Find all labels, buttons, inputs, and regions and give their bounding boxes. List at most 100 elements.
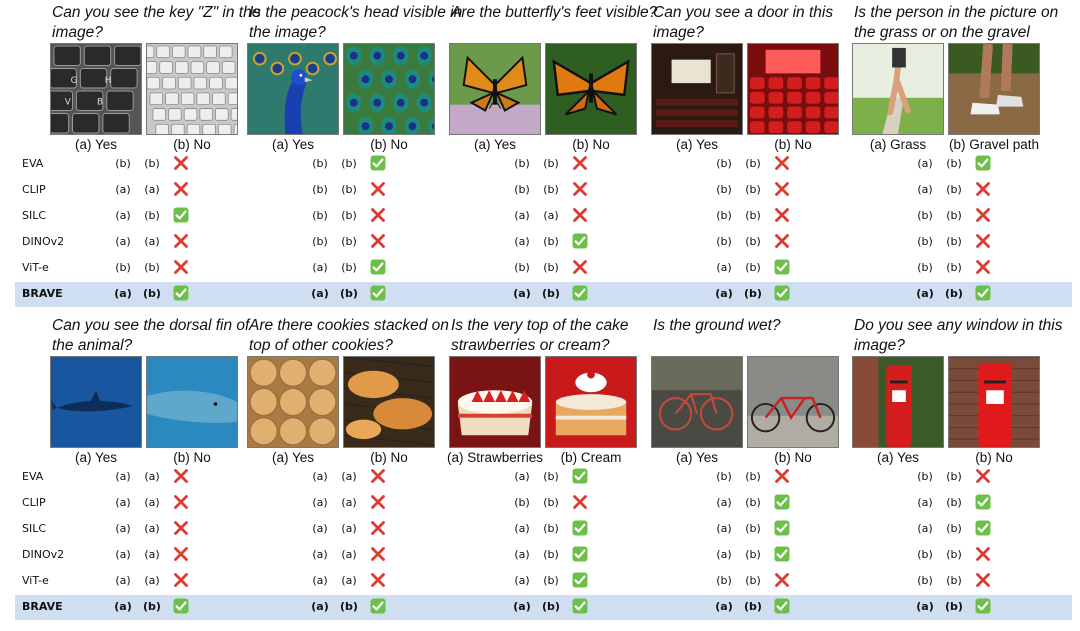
shark-underwater-image	[50, 356, 142, 448]
answer-left: (b)	[917, 209, 933, 222]
check-icon	[774, 598, 790, 614]
answer-right: (a)	[341, 496, 357, 509]
question-text: Is the very top of the cake strawberries…	[451, 317, 629, 354]
answer-right: (b)	[543, 574, 559, 587]
answer-left: (b)	[917, 235, 933, 248]
answer-left: (a)	[917, 157, 933, 170]
answer-left: (b)	[917, 574, 933, 587]
answer-left: (b)	[514, 157, 530, 170]
answer-left: (a)	[513, 287, 531, 300]
model-label: DINOv2	[22, 235, 65, 248]
example-panel: Is the peacock's head visible in the ima…	[247, 0, 462, 310]
check-icon	[774, 285, 790, 301]
answer-left: (b)	[312, 157, 328, 170]
cross-icon	[975, 259, 991, 275]
check-icon	[370, 285, 386, 301]
tandem-bicycle-image	[747, 356, 839, 448]
image-caption: (b) No	[173, 450, 211, 465]
answer-left: (a)	[715, 287, 733, 300]
answer-left: (b)	[312, 235, 328, 248]
postbox-brick-wall-image	[948, 356, 1040, 448]
answer-left: (a)	[514, 235, 530, 248]
answer-left: (b)	[514, 261, 530, 274]
cross-icon	[975, 572, 991, 588]
answer-left: (a)	[312, 261, 328, 274]
figure-section-1: EVA CLIP SILC DINOv2 ViT-e BRAVE Can you see t…	[0, 0, 1080, 313]
answer-right: (b)	[543, 496, 559, 509]
answer-left: (a)	[715, 600, 733, 613]
answer-right: (a)	[144, 235, 160, 248]
answer-left: (b)	[716, 235, 732, 248]
example-panel: Are the butterfly's feet visible? (a) Yes…	[449, 0, 657, 310]
answer-right: (b)	[144, 261, 160, 274]
image-caption: (a) Yes	[473, 137, 517, 152]
check-icon	[370, 155, 386, 171]
image-caption: (a) Yes	[675, 137, 719, 152]
answer-right: (a)	[341, 548, 357, 561]
check-icon	[572, 546, 588, 562]
answer-left: (a)	[514, 522, 530, 535]
answer-right: (b)	[144, 209, 160, 222]
example-panel: Do you see any window in this image? (a) …	[852, 313, 1063, 623]
image-caption: (b) No	[975, 450, 1013, 465]
question-text: Is the peacock's head visible in the ima…	[249, 4, 463, 41]
answer-right: (b)	[945, 600, 963, 613]
question-text: Are the butterfly's feet visible?	[451, 4, 658, 21]
image-caption: (b) No	[774, 137, 812, 152]
answer-right: (a)	[144, 496, 160, 509]
answer-left: (a)	[115, 209, 131, 222]
answer-right: (b)	[946, 470, 962, 483]
check-icon	[572, 520, 588, 536]
answer-right: (b)	[340, 600, 358, 613]
answer-left: (a)	[312, 574, 328, 587]
cross-icon	[975, 233, 991, 249]
svg-text:B: B	[97, 98, 103, 108]
answer-right: (b)	[341, 157, 357, 170]
check-icon	[975, 494, 991, 510]
cross-icon	[370, 546, 386, 562]
answer-left: (a)	[716, 261, 732, 274]
image-caption: (a) Yes	[876, 450, 920, 465]
answer-right: (b)	[341, 183, 357, 196]
image-caption: (a) Yes	[675, 450, 719, 465]
image-caption: (b) No	[173, 137, 211, 152]
bicycle-wet-ground-image	[651, 356, 743, 448]
answer-right: (b)	[946, 183, 962, 196]
answer-right: (b)	[946, 235, 962, 248]
peacock-feathers-image	[343, 43, 435, 135]
runner-on-gravel-image	[948, 43, 1040, 135]
answer-right: (a)	[341, 574, 357, 587]
stacked-cookies-image	[247, 356, 339, 448]
answer-right: (b)	[543, 548, 559, 561]
image-caption: (b) No	[370, 137, 408, 152]
cross-icon	[975, 546, 991, 562]
question-text: Is the person in the picture on the gras…	[854, 4, 1059, 61]
answer-right: (b)	[745, 209, 761, 222]
answer-left: (a)	[311, 287, 329, 300]
answer-right: (b)	[341, 261, 357, 274]
model-label: DINOv2	[22, 548, 65, 561]
check-icon	[774, 546, 790, 562]
example-panel: Is the ground wet? (a) Yes (b) No (b) (b) (a)…	[651, 313, 851, 623]
check-icon	[975, 520, 991, 536]
answer-left: (a)	[115, 470, 131, 483]
check-icon	[572, 468, 588, 484]
keyboard-closeup-image: G H V B	[50, 43, 142, 135]
figure-section-2: EVA CLIP SILC DINOv2 ViT-e BRAVE Can you see t…	[0, 313, 1080, 626]
cross-icon	[572, 207, 588, 223]
cross-icon	[173, 233, 189, 249]
cross-icon	[774, 468, 790, 484]
model-label: EVA	[22, 157, 44, 170]
check-icon	[774, 494, 790, 510]
example-panel: Are there cookies stacked on top of othe…	[247, 313, 449, 623]
cookies-on-rack-image	[343, 356, 435, 448]
answer-left: (b)	[312, 209, 328, 222]
answer-right: (a)	[144, 574, 160, 587]
answer-right: (b)	[542, 287, 560, 300]
model-label: ViT-e	[22, 261, 49, 274]
answer-left: (a)	[716, 548, 732, 561]
answer-left: (b)	[917, 470, 933, 483]
cross-icon	[173, 520, 189, 536]
check-icon	[572, 233, 588, 249]
cross-icon	[370, 468, 386, 484]
